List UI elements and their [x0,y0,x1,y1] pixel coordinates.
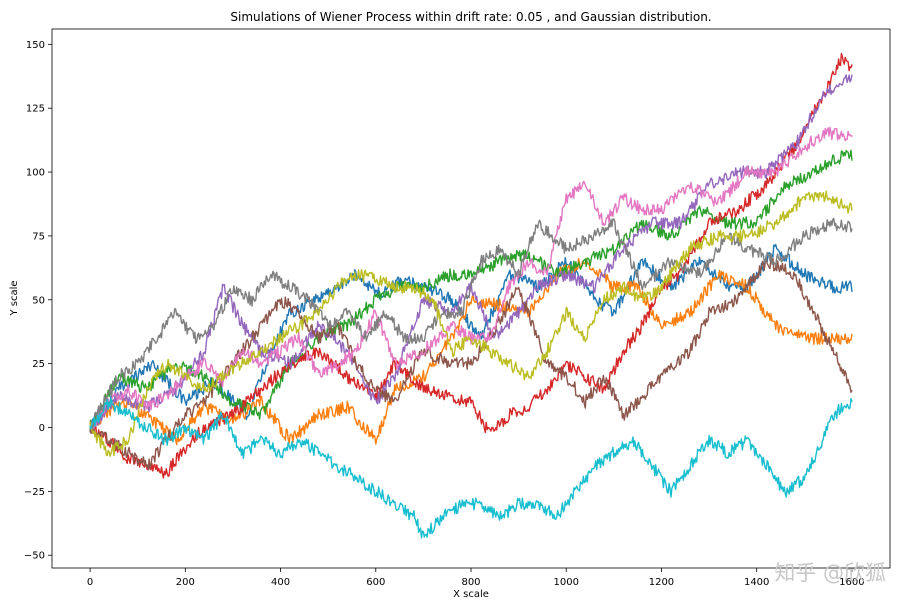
y-tick-label: 100 [26,168,45,179]
x-tick-label: 800 [461,577,480,588]
y-tick-label: −50 [24,551,45,562]
series-line-2 [89,258,853,446]
watermark-text: 知乎 @欣狐 [774,561,886,585]
y-tick-label: −25 [24,487,45,498]
y-tick-label: 25 [32,359,45,370]
series-line-9 [89,190,853,457]
y-tick-label: 0 [39,423,45,434]
x-tick-label: 0 [87,577,93,588]
y-tick-label: 50 [32,295,45,306]
series-line-10 [89,397,853,539]
x-tick-label: 600 [366,577,385,588]
y-tick-label: 75 [32,231,45,242]
y-tick-label: 125 [26,104,45,115]
x-axis: 0 200 400 600 800 1000 1200 1400 1600 [87,568,865,588]
plot-frame [51,28,891,569]
x-tick-label: 1400 [744,577,769,588]
x-tick-label: 1000 [554,577,579,588]
x-tick-label: 400 [271,577,290,588]
y-tick-label: 150 [26,40,45,51]
x-tick-label: 1200 [649,577,674,588]
x-tick-label: 1600 [839,577,864,588]
y-axis-label: Y scale [9,280,20,316]
x-tick-label: 200 [176,577,195,588]
series-line-3 [89,149,853,429]
chart-title: Simulations of Wiener Process within dri… [230,10,711,24]
x-axis-label: X scale [453,589,489,600]
y-axis: −50 −25 0 25 50 75 100 125 150 [24,40,52,562]
series-line-4 [89,52,853,479]
series-layer [89,52,853,539]
